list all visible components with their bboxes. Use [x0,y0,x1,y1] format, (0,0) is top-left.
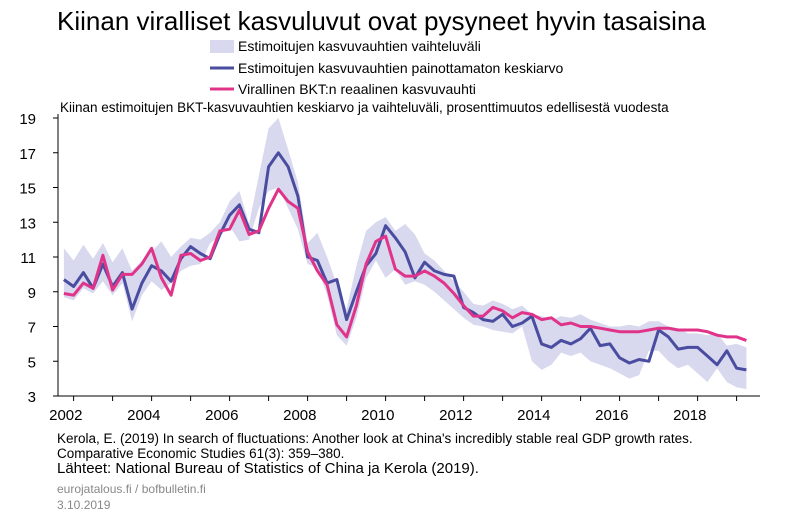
y-tick-label-9: 9 [28,285,36,302]
x-tick-label-2016: 2016 [595,407,628,424]
plot-area: 3 5 7 9 11 13 15 17 19 2002 2004 2006 2008 2010 2012 20… [19,111,760,424]
legend: Estimoitujen kasvuvauhtien vaihteluväli … [210,38,564,97]
y-tick-label-11: 11 [20,250,36,267]
series-line-official [63,187,747,342]
sources: Lähteet: National Bureau of Statistics o… [57,460,479,477]
y-tick-label-3: 3 [28,389,36,406]
x-tick-label-2014: 2014 [517,407,550,424]
y-tick-label-13: 13 [19,215,36,232]
reference-line-1: Kerola, E. (2019) In search of fluctuati… [57,431,693,446]
y-tick-label-5: 5 [28,354,36,371]
x-tick-label-2004: 2004 [127,407,160,424]
x-tick-label-2002: 2002 [49,407,82,424]
legend-swatch-band [210,40,234,53]
legend-label-official: Virallinen BKT:n reaalinen kasvuvauhti [238,81,476,97]
y-tick-label-19: 19 [19,111,36,128]
footer-site: eurojatalous.fi / bofbulletin.fi [57,482,206,496]
x-tick-label-2012: 2012 [439,407,472,424]
x-tick-label-2010: 2010 [361,407,394,424]
chart-subtitle: Kiinan estimoitujen BKT-kasvuvauhtien ke… [60,100,669,115]
x-tick-label-2008: 2008 [283,407,316,424]
reference-line-2: Comparative Economic Studies 61(3): 359–… [57,446,345,461]
y-tick-label-7: 7 [28,320,36,337]
legend-label-band: Estimoitujen kasvuvauhtien vaihteluväli [238,38,481,54]
legend-item-mean: Estimoitujen kasvuvauhtien painottamaton… [210,60,564,76]
x-tick-label-2018: 2018 [673,407,706,424]
legend-label-mean: Estimoitujen kasvuvauhtien painottamaton… [238,60,564,76]
legend-item-official: Virallinen BKT:n reaalinen kasvuvauhti [210,81,476,97]
x-tick-label-2006: 2006 [205,407,238,424]
legend-item-band: Estimoitujen kasvuvauhtien vaihteluväli [210,38,481,54]
footer-date: 3.10.2019 [57,498,111,512]
chart-title: Kiinan viralliset kasvuluvut ovat pysyne… [57,6,706,36]
y-tick-label-17: 17 [19,146,36,163]
y-tick-label-15: 15 [19,181,36,198]
